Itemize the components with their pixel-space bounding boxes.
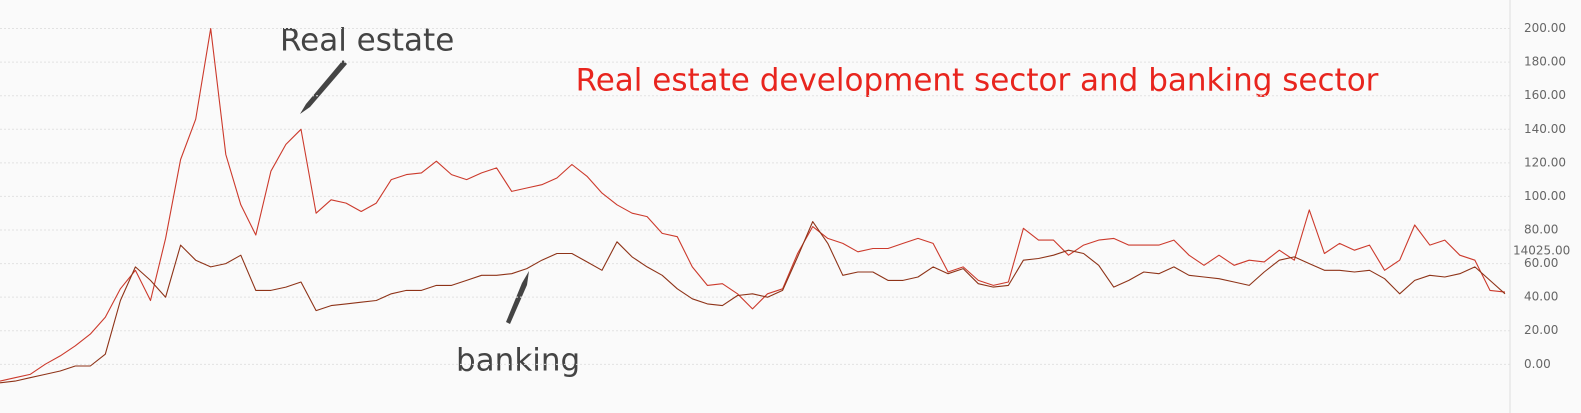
y-tick-label: 200.00 <box>1524 21 1566 35</box>
y-tick-label: 180.00 <box>1524 55 1566 69</box>
price-label: 14025.00 <box>1513 244 1570 258</box>
series-line <box>0 27 1506 382</box>
annotation: Real estate <box>280 23 454 59</box>
y-tick-label: 80.00 <box>1524 223 1558 237</box>
y-tick-label: 140.00 <box>1524 122 1566 136</box>
y-tick-label: 20.00 <box>1524 323 1558 337</box>
y-tick-label: 60.00 <box>1524 256 1558 270</box>
series-line <box>0 221 1506 384</box>
chart-title: Real estate development sector and banki… <box>576 63 1379 99</box>
annotation: banking <box>456 343 580 379</box>
y-tick-label: 100.00 <box>1524 189 1566 203</box>
y-tick-label: 120.00 <box>1524 155 1566 169</box>
arrow <box>300 60 347 114</box>
y-tick-label: 0.00 <box>1524 357 1551 371</box>
y-tick-label: 160.00 <box>1524 88 1566 102</box>
y-tick-label: 40.00 <box>1524 290 1558 304</box>
